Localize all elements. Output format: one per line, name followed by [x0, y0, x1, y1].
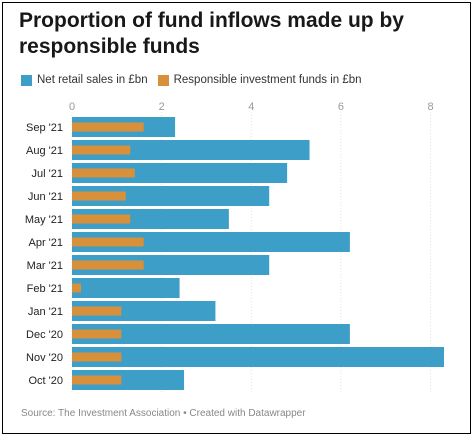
bar-responsible — [72, 237, 144, 247]
legend-swatch-net-retail — [21, 74, 32, 86]
bar-responsible — [72, 329, 122, 339]
chart-title: Proportion of fund inflows made up by re… — [19, 9, 404, 58]
bar-net-retail — [72, 347, 444, 367]
legend-label-net-retail: Net retail sales in £bn — [37, 74, 148, 86]
x-tick-label: 6 — [338, 101, 344, 113]
legend-item-net-retail: Net retail sales in £bn — [21, 74, 148, 86]
bar-responsible — [72, 122, 144, 132]
bar-net-retail — [72, 370, 185, 390]
bar-net-retail — [72, 163, 288, 183]
bar-chart: 0 2 4 6 8 Sep '21 Aug '21 Jul '21 Jun '21 May '21… — [25, 101, 444, 394]
bar-net-retail — [72, 255, 270, 275]
bar-net-retail — [72, 232, 350, 252]
legend-item-responsible: Responsible investment funds in £bn — [157, 74, 362, 86]
bar-responsible — [72, 283, 81, 293]
bar-responsible — [72, 168, 135, 178]
bar-net-retail — [72, 324, 350, 344]
bar-net-retail — [72, 140, 310, 160]
bar-responsible — [72, 260, 144, 270]
bar-net-retail — [72, 278, 180, 298]
y-tick-label: May '21 — [25, 214, 63, 226]
y-tick-label: Dec '20 — [26, 329, 63, 341]
y-tick-label: Oct '20 — [28, 375, 63, 387]
y-tick-label: Jul '21 — [32, 168, 63, 180]
y-tick-label: Feb '21 — [27, 283, 63, 295]
bar-net-retail — [72, 301, 216, 321]
bar-net-retail — [72, 186, 270, 206]
bar-responsible — [72, 214, 131, 224]
x-tick-label: 2 — [159, 101, 165, 113]
y-tick-label: Sep '21 — [26, 122, 63, 134]
legend-label-responsible: Responsible investment funds in £bn — [173, 74, 362, 86]
y-tick-label: Jun '21 — [28, 191, 63, 203]
y-tick-label: Apr '21 — [28, 237, 63, 249]
bar-responsible — [72, 306, 122, 316]
bar-responsible — [72, 145, 131, 155]
bar-responsible — [72, 375, 122, 385]
x-tick-label: 0 — [69, 101, 75, 113]
source-note: Source: The Investment Association • Cre… — [21, 408, 306, 419]
bar-net-retail — [72, 209, 229, 229]
legend-swatch-responsible — [157, 74, 169, 86]
x-tick-label: 8 — [427, 101, 433, 113]
legend: Net retail sales in £bn Responsible inve… — [21, 73, 372, 87]
y-tick-label: Mar '21 — [27, 260, 63, 272]
bar-responsible — [72, 191, 126, 201]
y-tick-label: Jan '21 — [28, 306, 63, 318]
x-tick-label: 4 — [248, 101, 254, 113]
y-tick-label: Aug '21 — [26, 145, 63, 157]
y-tick-label: Nov '20 — [26, 352, 63, 364]
bar-responsible — [72, 352, 122, 362]
